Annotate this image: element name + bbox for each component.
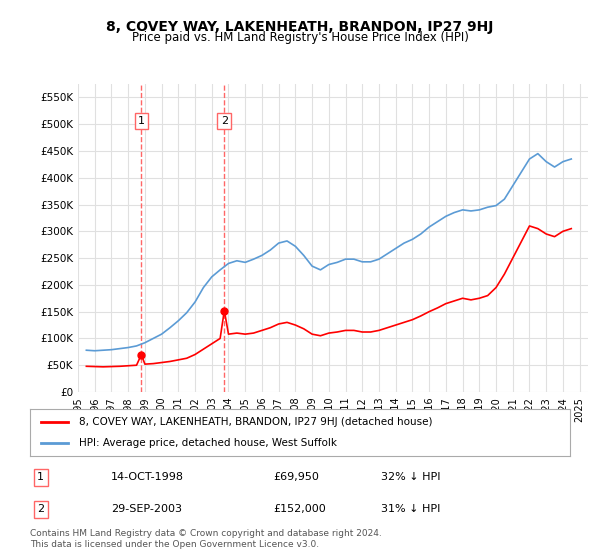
Text: 32% ↓ HPI: 32% ↓ HPI	[381, 472, 440, 482]
Text: 8, COVEY WAY, LAKENHEATH, BRANDON, IP27 9HJ (detached house): 8, COVEY WAY, LAKENHEATH, BRANDON, IP27 …	[79, 417, 432, 427]
Text: 31% ↓ HPI: 31% ↓ HPI	[381, 505, 440, 515]
Text: Price paid vs. HM Land Registry's House Price Index (HPI): Price paid vs. HM Land Registry's House …	[131, 31, 469, 44]
Text: 14-OCT-1998: 14-OCT-1998	[111, 472, 184, 482]
Text: 2: 2	[37, 505, 44, 515]
Text: 29-SEP-2003: 29-SEP-2003	[111, 505, 182, 515]
Text: 8, COVEY WAY, LAKENHEATH, BRANDON, IP27 9HJ: 8, COVEY WAY, LAKENHEATH, BRANDON, IP27 …	[106, 20, 494, 34]
Text: 1: 1	[37, 472, 44, 482]
Text: 1: 1	[138, 116, 145, 126]
Text: 2: 2	[221, 116, 228, 126]
Text: Contains HM Land Registry data © Crown copyright and database right 2024.
This d: Contains HM Land Registry data © Crown c…	[30, 529, 382, 549]
Text: £152,000: £152,000	[273, 505, 326, 515]
Text: £69,950: £69,950	[273, 472, 319, 482]
Text: HPI: Average price, detached house, West Suffolk: HPI: Average price, detached house, West…	[79, 438, 337, 448]
